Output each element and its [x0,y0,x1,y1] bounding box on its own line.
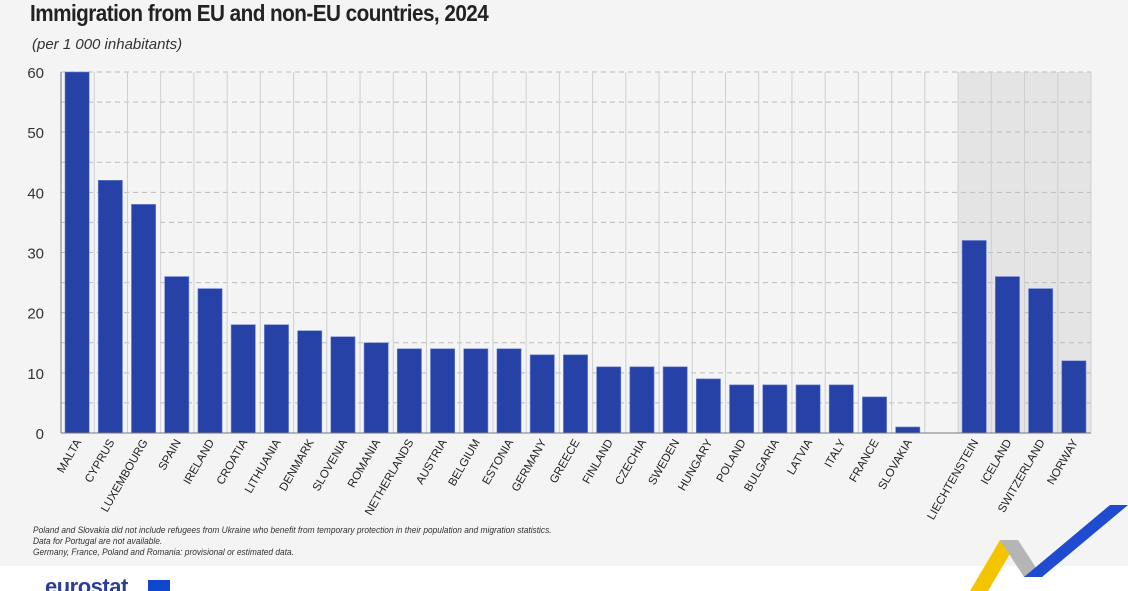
y-tick-label: 0 [36,426,44,443]
x-tick-label: FINLAND [581,438,616,487]
bar-romania [363,342,389,434]
x-tick-label: GERMANY [510,437,550,494]
bar-denmark [297,330,323,434]
footnotes: Poland and Slovakia did not include refu… [33,525,552,558]
x-tick-label: NORWAY [1045,437,1081,487]
bar-bulgaria [762,384,788,434]
bar-liechtenstein [961,240,987,434]
y-tick-label: 30 [27,246,44,263]
x-tick-label: ESTONIA [481,437,517,487]
y-tick-label: 10 [27,366,44,383]
x-tick-label: GREECE [548,437,583,485]
x-tick-label: SLOVENIA [311,437,350,493]
footnote: Data for Portugal are not available. [33,536,163,547]
bar-belgium [463,348,489,434]
bar-iceland [995,276,1020,434]
x-tick-label: CYPRUS [83,437,118,485]
y-tick-label: 40 [27,185,44,202]
bar-netherlands [396,348,422,434]
eurostat-logo: eurostat [45,574,128,591]
x-tick-label: FRANCE [848,437,882,484]
chart-subtitle: (per 1 000 inhabitants) [32,36,183,53]
bar-luxembourg [131,204,156,434]
bar-norway [1061,360,1087,434]
bar-spain [164,276,190,434]
x-tick-label: ICELAND [979,438,1014,487]
bar-finland [596,366,622,434]
x-tick-label: HUNGARY [676,437,715,493]
bar-latvia [795,384,821,434]
x-tick-label: SWEDEN [647,438,683,488]
bar-hungary [695,378,721,434]
x-tick-label: ITALY [823,437,849,469]
bar-germany [529,354,555,434]
bar-lithuania [264,324,289,434]
bar-france [862,396,887,434]
bar-cyprus [97,180,123,434]
footnote: Germany, France, Poland and Romania: pro… [33,547,295,558]
eu-flag-icon [148,580,170,591]
x-tick-label: DENMARK [278,437,317,493]
bar-croatia [230,324,256,434]
chart-title: Immigration from EU and non-EU countries… [30,0,489,26]
bar-sweden [662,366,688,434]
y-tick-label: 20 [27,306,44,323]
x-tick-label: SLOVAKIA [876,437,915,492]
bar-ireland [197,288,223,434]
footnote: Poland and Slovakia did not include refu… [33,525,552,536]
bar-slovenia [330,336,356,434]
bar-slovakia [895,426,921,434]
y-tick-label: 60 [27,65,44,82]
bar-switzerland [1028,288,1054,434]
bar-greece [563,354,588,434]
bar-austria [430,348,456,434]
x-tick-label: AUSTRIA [414,437,449,486]
bar-czechia [629,366,655,434]
x-tick-label: SPAIN [157,438,184,473]
y-tick-label: 50 [27,125,44,142]
x-tick-label: MALTA [55,437,84,475]
x-tick-label: ROMANIA [346,437,383,490]
x-tick-label: CZECHIA [613,437,649,487]
bar-malta [64,71,90,434]
x-tick-label: BELGIUM [447,438,483,489]
decorative-ribbon-icon [970,505,1128,591]
x-tick-label: CROATIA [215,437,251,487]
bar-italy [828,384,854,434]
x-tick-label: LATVIA [785,437,815,477]
bar-poland [729,384,755,434]
bar-estonia [496,348,522,434]
x-tick-label: IRELAND [182,438,217,487]
x-tick-label: POLAND [715,438,749,485]
x-tick-label: BULGARIA [742,437,782,494]
